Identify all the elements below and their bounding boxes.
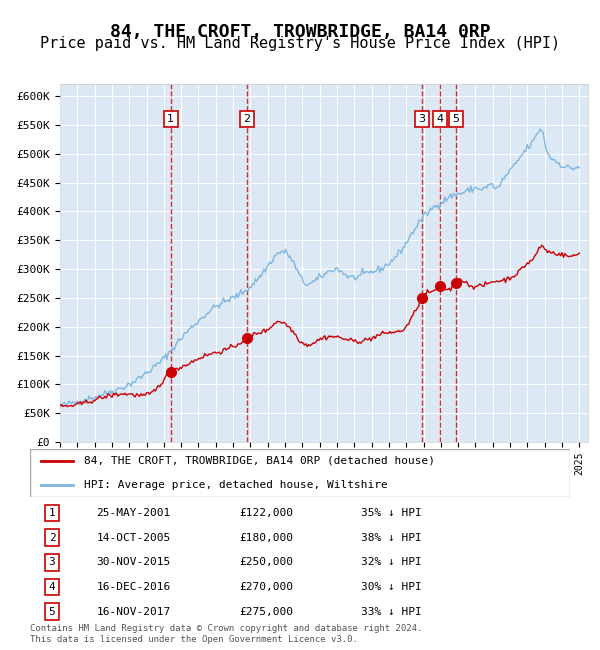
Text: 2: 2 [244, 114, 251, 124]
Text: 3: 3 [49, 557, 55, 567]
Text: 32% ↓ HPI: 32% ↓ HPI [361, 557, 422, 567]
Text: 16-NOV-2017: 16-NOV-2017 [96, 606, 170, 617]
Text: 2: 2 [49, 532, 55, 543]
Text: £180,000: £180,000 [240, 532, 294, 543]
Text: £275,000: £275,000 [240, 606, 294, 617]
Text: 14-OCT-2005: 14-OCT-2005 [96, 532, 170, 543]
Text: 4: 4 [436, 114, 443, 124]
Text: 4: 4 [49, 582, 55, 592]
Text: 38% ↓ HPI: 38% ↓ HPI [361, 532, 422, 543]
Text: HPI: Average price, detached house, Wiltshire: HPI: Average price, detached house, Wilt… [84, 480, 388, 490]
Text: 1: 1 [167, 114, 174, 124]
Text: Contains HM Land Registry data © Crown copyright and database right 2024.
This d: Contains HM Land Registry data © Crown c… [30, 624, 422, 644]
Text: 30-NOV-2015: 30-NOV-2015 [96, 557, 170, 567]
Text: £122,000: £122,000 [240, 508, 294, 518]
FancyBboxPatch shape [30, 448, 570, 497]
Text: 30% ↓ HPI: 30% ↓ HPI [361, 582, 422, 592]
Text: 84, THE CROFT, TROWBRIDGE, BA14 0RP: 84, THE CROFT, TROWBRIDGE, BA14 0RP [110, 23, 490, 41]
Text: 84, THE CROFT, TROWBRIDGE, BA14 0RP (detached house): 84, THE CROFT, TROWBRIDGE, BA14 0RP (det… [84, 456, 435, 465]
Text: 5: 5 [49, 606, 55, 617]
Text: £270,000: £270,000 [240, 582, 294, 592]
Text: 33% ↓ HPI: 33% ↓ HPI [361, 606, 422, 617]
Text: 25-MAY-2001: 25-MAY-2001 [96, 508, 170, 518]
Text: Price paid vs. HM Land Registry's House Price Index (HPI): Price paid vs. HM Land Registry's House … [40, 36, 560, 51]
Text: 35% ↓ HPI: 35% ↓ HPI [361, 508, 422, 518]
Text: 5: 5 [452, 114, 460, 124]
Text: £250,000: £250,000 [240, 557, 294, 567]
Text: 3: 3 [418, 114, 425, 124]
Text: 1: 1 [49, 508, 55, 518]
Text: 16-DEC-2016: 16-DEC-2016 [96, 582, 170, 592]
